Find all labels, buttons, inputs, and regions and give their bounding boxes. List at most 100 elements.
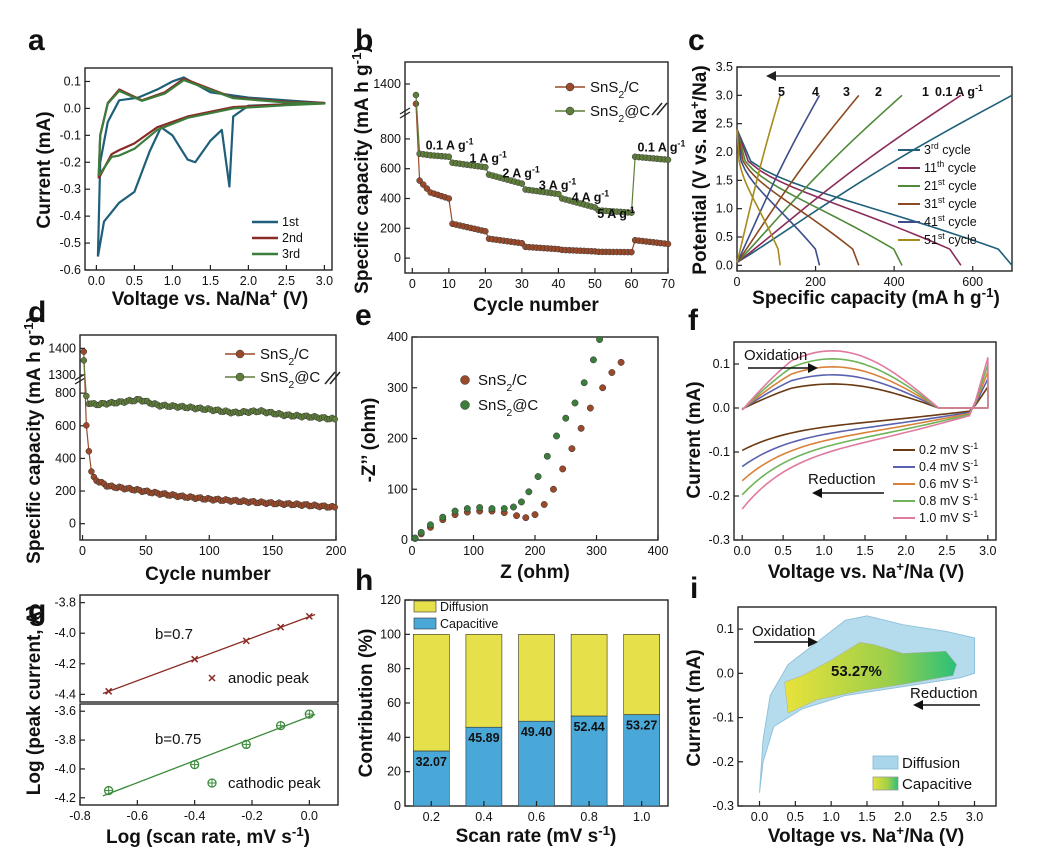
plot-frame [404, 61, 669, 274]
y-tick-label: -0.2 [59, 155, 81, 169]
bar-capacitive [412, 750, 450, 807]
y-axis-title: Current (mA) [34, 111, 55, 228]
data-point [559, 465, 567, 473]
data-point [518, 180, 526, 187]
data-point [463, 505, 471, 512]
data-point [608, 369, 616, 376]
y-tick-label: 400 [55, 451, 76, 465]
x-tick-label: 1.5 [202, 274, 219, 288]
x-axis-title: Specific capacity (mA h g-1) [752, 285, 1000, 310]
x-tick-label: 1.0 [633, 810, 650, 824]
axis-break [651, 102, 663, 116]
legend-label: SnS2/C [478, 372, 527, 394]
y-tick-label: 400 [387, 330, 408, 344]
legend-label: 0.4 mV S-1 [919, 458, 978, 474]
x-tick-label: 2.0 [897, 544, 914, 558]
y-tick-label: -0.3 [708, 533, 730, 547]
x-tick-label: 400 [648, 544, 669, 558]
data-point [510, 503, 517, 511]
x-tick-label: 50 [139, 544, 153, 558]
chart-a: 0.0 0.5 1.0 1.5 2.0 2.5 3.0 -0.6 -0.5 -0.4 -0.3 -0.… [34, 67, 333, 311]
y-tick-label: 0.0 [717, 666, 734, 680]
x-tick-label: 1.0 [164, 274, 181, 288]
reduction-label: Reduction [808, 471, 876, 488]
legend-label: Capacitive [440, 617, 498, 631]
x-tick-label: 1.0 [815, 544, 832, 558]
fit-line [102, 713, 316, 797]
arrow-head [808, 637, 818, 647]
rate-label: 3 [843, 85, 850, 99]
x-axis-title: Voltage vs. Na/Na+ (V) [112, 286, 308, 311]
y-tick-label: 300 [387, 381, 408, 395]
y-tick-label: 20 [387, 765, 401, 779]
arrow-head [808, 363, 818, 373]
data-point [553, 432, 560, 440]
bar-diffusion [412, 634, 450, 752]
arrow-head [766, 71, 776, 81]
data-point [577, 424, 585, 432]
x-tick-label: 150 [262, 544, 283, 558]
legend-label: SnS2/C [590, 79, 639, 101]
x-tick-label: 0 [409, 277, 416, 291]
x-axis-title: Cycle number [473, 295, 599, 316]
legend-label: 31st cycle [924, 195, 977, 211]
y-tick-label: -0.4 [59, 209, 81, 223]
data-label: 32.07 [416, 755, 447, 769]
bar-diffusion [518, 634, 555, 722]
x-tick-label: 0.0 [751, 810, 768, 824]
legend-label: Diffusion [902, 755, 960, 772]
y-tick-label: -0.2 [712, 755, 734, 769]
data-point [83, 392, 90, 400]
legend-label: 3rd [282, 247, 300, 261]
x-axis-title: Scan rate (mV s-1) [456, 823, 617, 848]
data-point [88, 468, 95, 475]
data-point [445, 153, 453, 161]
y-tick-label: 800 [380, 132, 401, 146]
y-axis-title: Specific capacity (mA h g-1) [21, 316, 46, 564]
rate-annotation: 1 A g-1 [469, 150, 507, 166]
legend-label: 0.8 mV S-1 [919, 492, 978, 508]
y-axis-title: Log (peak current, A) [24, 605, 45, 795]
x-tick-label: 200 [525, 544, 546, 558]
panel-label-h: h [355, 564, 373, 597]
data-point [80, 357, 88, 364]
charge-curve-21st cycle [736, 94, 903, 264]
x-tick-label: 300 [586, 544, 607, 558]
y-tick-label: -0.3 [59, 182, 81, 196]
data-point [571, 399, 579, 407]
axis-break [399, 107, 411, 115]
y-tick-label: 40 [387, 730, 401, 744]
legend-label: SnS2@C [478, 397, 538, 419]
panel-label-e: e [355, 299, 372, 332]
y-tick-label: 0 [401, 533, 408, 547]
y-tick-label: 200 [55, 484, 76, 498]
data-point [555, 190, 562, 198]
legend-swatch [413, 617, 437, 630]
y-tick-label: -4.0 [54, 626, 76, 640]
data-point [80, 348, 88, 355]
chart-c: 0 200 400 600 0.0 0.5 1.0 1.5 2.0 2.5 3.0 3.5 5 4 3 2 1 0… [687, 60, 1013, 309]
x-tick-label: 40 [551, 277, 565, 291]
rate-label: 2 [875, 85, 882, 99]
data-point [420, 181, 427, 188]
capacitive-percent: 53.27% [831, 663, 882, 680]
x-tick-label: 200 [805, 275, 826, 289]
chart-h: 0 20 40 60 80 100 120 32.07 0.2 45.89 0.4 49.40 0.6 5… [356, 593, 669, 848]
data-point [427, 521, 434, 529]
legend-swatch [413, 600, 437, 613]
data-point [568, 445, 576, 453]
data-point [531, 511, 539, 519]
y-tick-label: 0.1 [64, 74, 81, 88]
data-point [412, 91, 420, 99]
x-tick-label: 30 [515, 277, 529, 291]
plot-frame [79, 703, 339, 806]
bar-capacitive [465, 726, 503, 807]
chart-b: 0 10 20 30 40 50 60 70 0 200 400 600 800 1400 0.1 A g-… [349, 46, 686, 316]
bar-capacitive [623, 714, 661, 807]
panel-label-b: b [355, 24, 373, 57]
x-tick-label: 2.5 [278, 274, 295, 288]
y-tick-label: 0.0 [713, 401, 730, 415]
plot-frame [84, 67, 333, 271]
y-tick-label: 1400 [373, 77, 401, 91]
